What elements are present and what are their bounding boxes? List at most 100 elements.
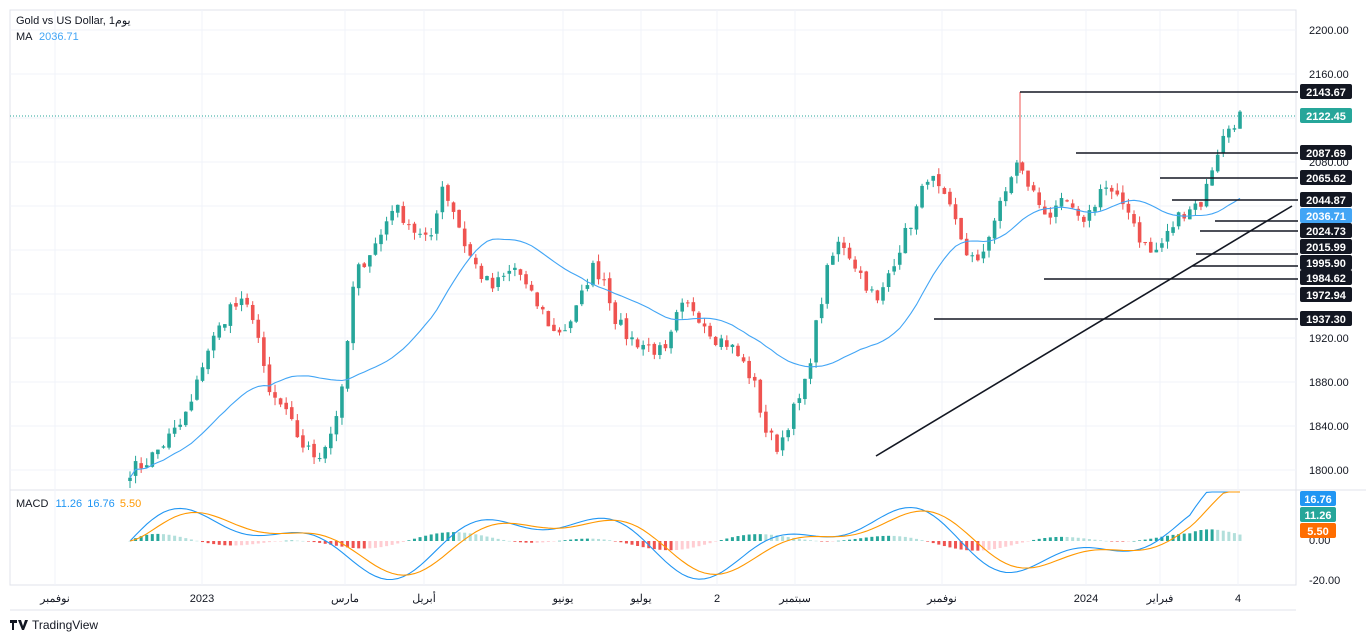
macd-bar xyxy=(161,534,165,541)
candle-body xyxy=(150,452,155,467)
candle-body xyxy=(1104,187,1108,189)
candle-body xyxy=(658,345,662,355)
macd-line xyxy=(129,491,1240,581)
price-axis-label: 1840.00 xyxy=(1309,421,1349,433)
candle-body xyxy=(702,323,707,327)
macd-bar xyxy=(1149,538,1153,541)
level-tag xyxy=(1300,255,1352,270)
time-axis-label: مارس xyxy=(331,593,359,605)
macd-bar xyxy=(758,534,762,541)
candle-body xyxy=(273,392,277,398)
macd-bar xyxy=(825,541,829,542)
macd-bar xyxy=(608,540,612,541)
candle-body xyxy=(356,264,361,289)
macd-bar xyxy=(942,541,946,547)
candle-body xyxy=(713,336,718,346)
candle-body xyxy=(496,277,500,288)
candle-body xyxy=(250,304,255,321)
macd-bar xyxy=(217,541,221,545)
candle-body xyxy=(468,244,473,256)
candle-body xyxy=(1048,212,1053,218)
macd-tag xyxy=(1300,491,1336,506)
macd-bar xyxy=(1087,539,1091,541)
time-axis-label: أبريل xyxy=(412,591,436,605)
candle-body xyxy=(1054,205,1058,217)
candle-body xyxy=(323,446,328,459)
macd-bar xyxy=(1093,539,1097,541)
candle-body xyxy=(987,236,991,251)
candle-body xyxy=(909,227,913,229)
tradingview-logo[interactable]: TradingView xyxy=(10,618,98,632)
time-axis-label: فبراير xyxy=(1146,593,1174,605)
macd-bar xyxy=(1143,539,1147,541)
macd-bar xyxy=(591,538,595,541)
macd-bar xyxy=(156,533,160,541)
macd-bar xyxy=(753,534,757,541)
candle-body xyxy=(641,344,645,350)
candle-body xyxy=(1020,162,1025,171)
macd-bar xyxy=(346,541,350,548)
macd-bar xyxy=(1154,537,1158,541)
macd-bar xyxy=(703,541,707,545)
macd-bar xyxy=(1015,541,1019,544)
macd-bar xyxy=(652,541,656,550)
candle-body xyxy=(1126,203,1131,213)
price-axis-label: 1920.00 xyxy=(1309,333,1349,345)
last-price-tag xyxy=(1300,108,1352,123)
macd-bar xyxy=(1037,538,1041,541)
candle-body xyxy=(552,324,556,331)
macd-bar xyxy=(267,541,271,543)
time-axis-label: 2023 xyxy=(190,593,214,605)
candle-body xyxy=(524,274,528,285)
macd-bar xyxy=(675,541,679,550)
macd-bar xyxy=(836,540,840,542)
candle-body xyxy=(685,302,690,304)
macd-bar xyxy=(993,541,997,550)
macd-bar xyxy=(870,536,874,541)
macd-value-2: 16.76 xyxy=(87,498,115,510)
macd-bar xyxy=(926,541,930,542)
macd-bar xyxy=(279,541,283,542)
macd-bar xyxy=(875,536,879,541)
macd-bar xyxy=(563,540,567,541)
macd-bar xyxy=(1199,530,1203,541)
macd-bar xyxy=(1132,540,1136,542)
macd-bar xyxy=(401,541,405,542)
ma-price-label: 2036.71 xyxy=(1306,211,1346,223)
candle-body xyxy=(875,290,880,301)
macd-bar xyxy=(1188,533,1192,541)
ma-price-tag xyxy=(1300,208,1352,223)
macd-bar xyxy=(251,541,255,545)
macd-bar xyxy=(814,540,818,542)
candle-body xyxy=(1148,241,1153,253)
macd-axis-label: -20.00 xyxy=(1309,575,1340,587)
candle-body xyxy=(223,324,227,328)
macd-bar xyxy=(636,541,640,546)
macd-bar xyxy=(1182,533,1186,541)
macd-bar xyxy=(390,541,394,545)
candle-body xyxy=(1176,212,1181,227)
macd-bar xyxy=(530,541,534,543)
candle-body xyxy=(652,343,657,355)
macd-bar xyxy=(334,541,338,546)
macd-bar xyxy=(1020,541,1024,543)
macd-bar xyxy=(864,537,868,541)
macd-bar xyxy=(457,532,461,541)
macd-bar xyxy=(240,541,244,546)
macd-bar xyxy=(1126,541,1130,542)
candle-body xyxy=(580,290,584,305)
macd-bar xyxy=(1099,540,1103,541)
candle-body xyxy=(942,187,947,194)
macd-bar xyxy=(1110,541,1114,542)
macd-bar xyxy=(1104,540,1108,542)
time-axis-label: 2024 xyxy=(1074,593,1098,605)
candle-body xyxy=(195,379,199,400)
macd-bar xyxy=(848,539,852,541)
candle-body xyxy=(719,338,724,347)
macd-bar xyxy=(368,541,372,549)
time-axis-label: 4 xyxy=(1235,593,1241,605)
macd-bar xyxy=(697,541,701,547)
candle-body xyxy=(1037,192,1041,205)
candle-body xyxy=(630,337,634,340)
